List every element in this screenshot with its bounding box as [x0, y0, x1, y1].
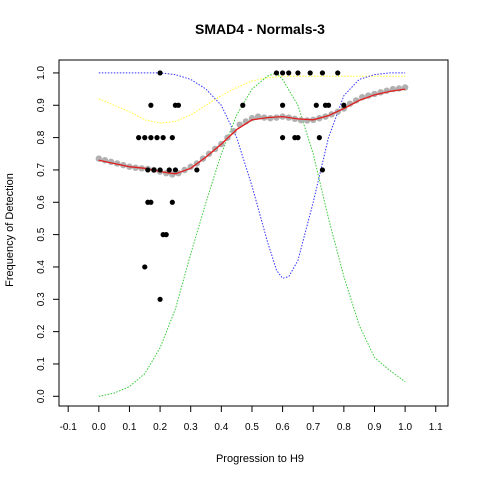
- y-axis: 0.0 0.1 0.2 0.3 0.4 0.5 0.6 0.7 0.8 0.9 1.0: [36, 66, 59, 403]
- observed-point: [319, 167, 326, 173]
- observed-point: [295, 135, 301, 141]
- x-tick-label: 0.6: [276, 422, 290, 433]
- x-axis: -0.1 0.0 0.1 0.2 0.3 0.4 0.5 0.6 0.7 0.8 0.9 1.0 1.1: [60, 406, 443, 433]
- observed-point: [157, 167, 163, 173]
- yellow-curve: [98, 75, 406, 124]
- observed-point: [286, 70, 292, 76]
- observed-point: [313, 102, 319, 108]
- observed-point: [160, 135, 166, 141]
- x-tick-label: 0.7: [306, 422, 320, 433]
- chart-title: SMAD4 - Normals-3: [195, 21, 325, 37]
- observed-point: [148, 199, 154, 205]
- y-tick-label: 0.5: [36, 227, 47, 241]
- smoothed-point: [352, 97, 360, 104]
- observed-point: [148, 102, 154, 108]
- observed-point: [341, 102, 347, 108]
- x-axis-label: Progression to H9: [216, 453, 304, 465]
- x-tick-label: 0.0: [92, 422, 106, 433]
- observed-point: [307, 70, 313, 76]
- observed-point: [319, 70, 326, 76]
- observed-point: [148, 135, 154, 141]
- observed-point: [325, 102, 332, 108]
- observed-point: [154, 135, 160, 141]
- x-tick-label: 0.2: [153, 422, 167, 433]
- x-tick-label: -0.1: [60, 422, 78, 433]
- observed-point: [175, 102, 182, 108]
- x-tick-label: 0.4: [214, 422, 228, 433]
- observed-points-layer: [136, 70, 347, 302]
- y-tick-label: 0.3: [36, 292, 47, 306]
- y-axis-label: Frequency of Detection: [4, 173, 16, 287]
- y-tick-label: 0.8: [36, 130, 47, 144]
- observed-point: [279, 135, 286, 141]
- observed-point: [194, 167, 200, 173]
- y-tick-label: 0.2: [36, 324, 47, 338]
- y-tick-label: 0.4: [36, 260, 47, 274]
- x-tick-label: 0.3: [184, 422, 198, 433]
- observed-point: [151, 167, 157, 173]
- observed-point: [136, 135, 142, 141]
- y-tick-label: 1.0: [36, 66, 47, 80]
- y-tick-label: 0.6: [36, 195, 47, 209]
- observed-point: [169, 199, 175, 205]
- smoothed-point: [267, 115, 274, 122]
- plot-frame: [58, 59, 449, 407]
- x-tick-label: 0.5: [245, 422, 259, 433]
- observed-point: [157, 70, 163, 76]
- smoothed-point: [297, 116, 305, 124]
- smoothed-point: [230, 127, 237, 135]
- observed-point: [172, 167, 178, 173]
- observed-point: [279, 70, 286, 76]
- observed-point: [145, 167, 151, 173]
- observed-point: [142, 264, 148, 270]
- observed-point: [273, 70, 280, 76]
- observed-point: [142, 135, 148, 141]
- observed-point: [163, 232, 169, 238]
- x-tick-label: 0.9: [368, 422, 382, 433]
- observed-point: [279, 102, 286, 108]
- x-tick-label: 0.8: [337, 422, 351, 433]
- x-tick-label: 1.0: [398, 422, 412, 433]
- smoothed-point: [346, 100, 354, 107]
- observed-point: [240, 102, 246, 108]
- y-tick-label: 0.7: [36, 163, 47, 177]
- observed-point: [316, 135, 322, 141]
- observed-point: [157, 296, 163, 302]
- green-curve: [98, 72, 406, 397]
- y-tick-label: 0.0: [36, 389, 47, 403]
- observed-point: [166, 167, 172, 173]
- blue-curve: [98, 72, 406, 279]
- observed-point: [295, 70, 301, 76]
- y-tick-label: 0.1: [36, 357, 47, 371]
- smoothed-point: [303, 117, 311, 124]
- x-tick-label: 0.1: [122, 422, 136, 433]
- smoothed-points-layer: [95, 84, 409, 178]
- observed-point: [335, 70, 341, 76]
- y-tick-label: 0.9: [36, 98, 47, 112]
- observed-point: [169, 135, 175, 141]
- x-tick-label: 1.1: [429, 422, 443, 433]
